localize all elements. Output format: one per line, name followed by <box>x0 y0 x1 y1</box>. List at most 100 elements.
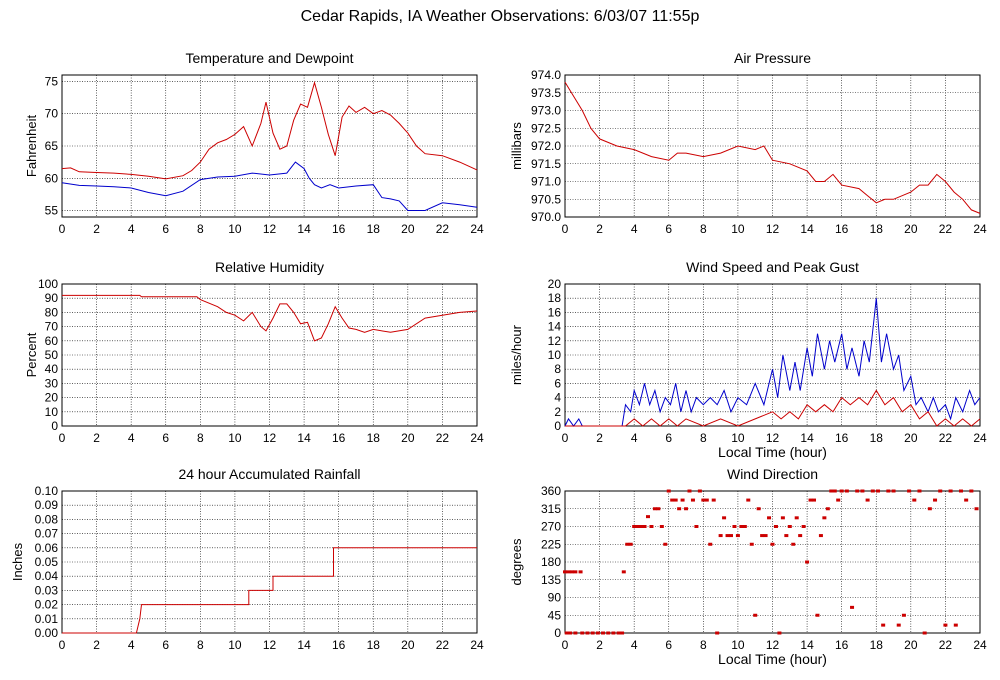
x-tick-label: 8 <box>197 431 204 445</box>
x-tick-label: 14 <box>297 638 311 652</box>
y-tick-label: 225 <box>541 537 561 551</box>
x-tick-label: 22 <box>436 222 450 236</box>
x-tick-label: 16 <box>835 638 849 652</box>
x-tick-label: 18 <box>367 638 381 652</box>
data-point <box>732 525 737 528</box>
data-point <box>855 489 860 493</box>
x-tick-label: 10 <box>228 638 242 652</box>
y-tick-label: 0.10 <box>35 484 59 498</box>
data-point <box>590 631 595 635</box>
y-tick-label: 972.0 <box>531 139 561 153</box>
data-point <box>620 631 625 635</box>
y-tick-label: 45 <box>548 608 562 622</box>
data-point <box>850 605 855 609</box>
y-axis-label: Fahrenheit <box>24 115 39 178</box>
x-tick-label: 24 <box>973 222 987 236</box>
data-point <box>690 498 695 502</box>
y-tick-label: 270 <box>541 520 561 534</box>
data-point <box>694 525 699 528</box>
data-point <box>844 489 849 493</box>
y-tick-label: 970.5 <box>531 192 561 206</box>
y-tick-label: 0.02 <box>35 598 59 612</box>
data-point <box>767 516 772 520</box>
data-point <box>896 623 901 627</box>
x-tick-label: 6 <box>162 222 169 236</box>
y-tick-label: 971.0 <box>531 175 561 189</box>
plot-frame <box>61 283 478 427</box>
data-point <box>777 631 782 635</box>
data-point <box>646 515 650 519</box>
y-tick-label: 0.06 <box>35 541 59 555</box>
x-tick-label: 6 <box>162 638 169 652</box>
x-tick-label: 0 <box>59 431 66 445</box>
series-line <box>564 298 981 427</box>
y-axis-label: degrees <box>509 538 524 585</box>
x-tick-label: 10 <box>731 222 745 236</box>
y-tick-label: 50 <box>45 348 59 362</box>
chart-title: Air Pressure <box>734 50 811 66</box>
data-point <box>974 507 979 511</box>
y-tick-label: 0 <box>51 419 58 433</box>
data-point <box>632 525 637 528</box>
x-tick-label: 10 <box>731 638 745 652</box>
data-point <box>922 631 927 635</box>
data-point <box>749 542 754 546</box>
data-point <box>958 489 963 493</box>
x-tick-label: 0 <box>562 638 569 652</box>
data-point <box>953 623 958 627</box>
series-line <box>565 389 981 427</box>
x-tick-label: 6 <box>162 431 169 445</box>
x-tick-label: 12 <box>263 638 277 652</box>
x-tick-label: 0 <box>59 222 66 236</box>
data-point <box>798 534 803 538</box>
data-point <box>649 525 654 528</box>
data-point <box>670 498 675 502</box>
y-tick-label: 360 <box>541 484 561 498</box>
y-tick-label: 4 <box>554 391 561 405</box>
x-tick-label: 0 <box>562 431 569 445</box>
y-tick-label: 973.5 <box>531 86 561 100</box>
data-point <box>568 631 573 635</box>
data-point <box>635 525 640 528</box>
data-point <box>680 498 685 502</box>
y-tick-label: 973.0 <box>531 104 561 118</box>
y-tick-label: 70 <box>45 320 59 334</box>
x-tick-label: 20 <box>401 431 415 445</box>
x-tick-label: 18 <box>870 222 884 236</box>
x-tick-label: 2 <box>93 222 100 236</box>
x-tick-label: 20 <box>904 431 918 445</box>
data-point <box>870 489 875 493</box>
x-tick-label: 4 <box>128 638 135 652</box>
x-tick-label: 8 <box>700 638 707 652</box>
x-tick-label: 4 <box>128 431 135 445</box>
data-point <box>687 489 692 493</box>
y-tick-label: 55 <box>45 204 59 218</box>
x-tick-label: 8 <box>197 222 204 236</box>
data-point <box>815 613 820 617</box>
series-line <box>62 294 478 342</box>
data-point <box>639 525 644 528</box>
data-point <box>739 525 744 528</box>
y-tick-label: 60 <box>45 334 59 348</box>
x-tick-label: 4 <box>631 431 638 445</box>
y-tick-label: 315 <box>541 502 561 516</box>
data-point <box>901 613 906 617</box>
data-point <box>801 525 806 528</box>
x-tick-label: 10 <box>228 431 242 445</box>
plot-frame <box>61 74 478 218</box>
x-tick-label: 4 <box>631 638 638 652</box>
y-tick-label: 6 <box>554 376 561 390</box>
data-point <box>822 516 827 520</box>
series-line <box>62 547 477 634</box>
data-point <box>729 534 733 538</box>
plot-frame <box>61 490 478 634</box>
x-tick-label: 18 <box>870 638 884 652</box>
x-tick-label: 14 <box>800 638 814 652</box>
y-tick-label: 80 <box>45 305 59 319</box>
y-tick-label: 0.07 <box>35 527 59 541</box>
y-tick-label: 0.00 <box>35 626 59 640</box>
y-tick-label: 90 <box>45 291 59 305</box>
x-tick-label: 14 <box>800 431 814 445</box>
